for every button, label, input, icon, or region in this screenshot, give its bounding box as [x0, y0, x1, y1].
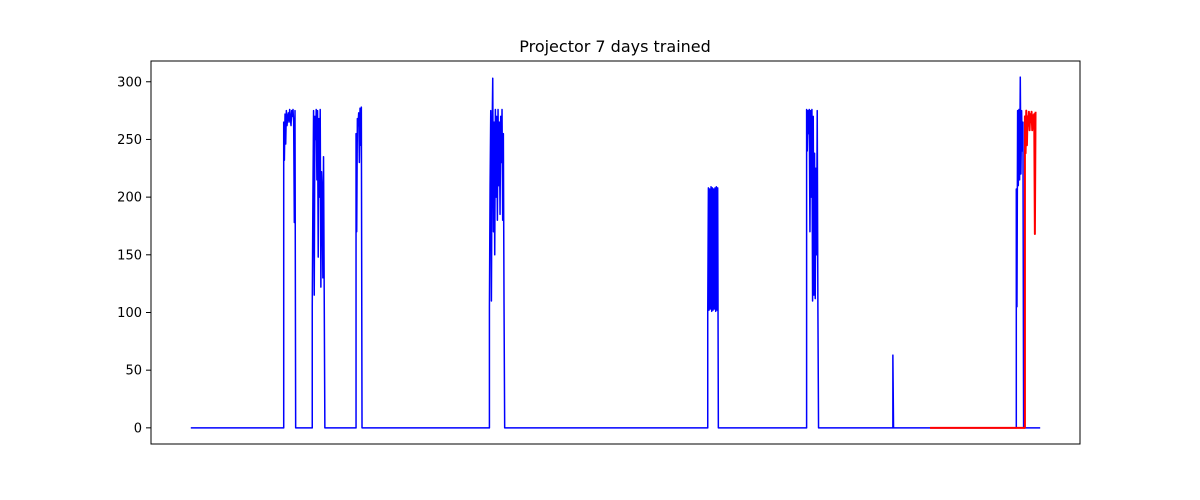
- y-tick-label: 300: [117, 75, 142, 90]
- y-tick-label: 150: [117, 248, 142, 263]
- y-tick-label: 250: [117, 133, 142, 148]
- y-tick-label: 200: [117, 191, 142, 206]
- series-layer: [190, 76, 1041, 429]
- chart-title: Projector 7 days trained: [519, 37, 711, 56]
- plot-frame: [150, 60, 1081, 445]
- y-tick-label: 0: [134, 421, 142, 436]
- series-line-predicted: [930, 109, 1037, 429]
- y-tick-label: 50: [125, 364, 142, 379]
- axes-layer: 0 50 100 150 200 250 300: [117, 60, 1081, 445]
- y-tick-label: 100: [117, 306, 142, 321]
- series-line-actual: [190, 76, 1041, 429]
